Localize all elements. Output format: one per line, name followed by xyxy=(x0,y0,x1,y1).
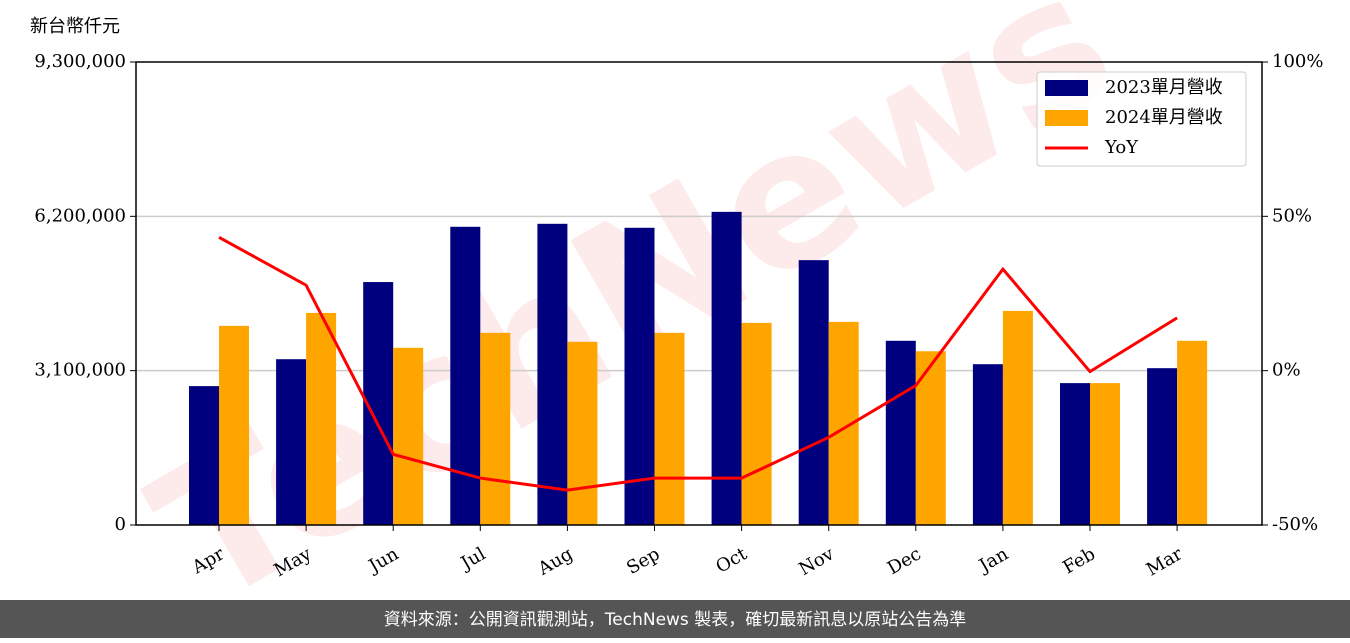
y-axis-label: 新台幣仟元 xyxy=(30,16,120,37)
y-tick-label: 6,200,000 xyxy=(34,205,126,226)
legend-label: 2023單月營收 xyxy=(1105,77,1223,98)
footer-band xyxy=(0,600,1350,638)
legend-swatch xyxy=(1045,80,1088,96)
y-tick-label: 3,100,000 xyxy=(34,360,126,381)
bar xyxy=(972,364,1003,525)
bar xyxy=(537,223,568,525)
x-tick-label: Sep xyxy=(623,543,663,578)
y2-tick-label: 50% xyxy=(1272,205,1312,226)
bar xyxy=(480,332,511,525)
plot-frame xyxy=(135,61,1263,526)
x-tick-label: Jan xyxy=(974,543,1012,577)
bar xyxy=(711,211,742,525)
bar xyxy=(654,332,685,525)
x-tick-label: Jul xyxy=(456,543,490,575)
bar xyxy=(567,341,598,525)
legend-box xyxy=(1036,71,1247,167)
footer: 資料來源：公開資訊觀測站，TechNews 製表，確切最新訊息以原站公告為準 xyxy=(384,610,966,630)
bar xyxy=(393,347,424,525)
legend-swatch xyxy=(1045,110,1088,126)
x-tick-label: Feb xyxy=(1059,543,1099,578)
legend-label: YoY xyxy=(1104,137,1139,158)
bar xyxy=(306,312,337,525)
bar xyxy=(885,340,916,525)
bar xyxy=(1177,340,1208,525)
x-tick-label: Oct xyxy=(712,543,751,578)
x-tick-label: Mar xyxy=(1143,543,1187,580)
bar xyxy=(741,322,772,525)
y2-tick-label: -50% xyxy=(1272,514,1318,535)
y2-tick-label: 100% xyxy=(1272,51,1323,72)
bar xyxy=(276,359,307,525)
x-tick-label: Aug xyxy=(534,543,577,580)
bar xyxy=(219,325,249,525)
x-tick-label: Dec xyxy=(884,543,925,579)
bar xyxy=(189,386,219,525)
bar xyxy=(1090,383,1120,525)
x-tick-label: Nov xyxy=(795,543,838,580)
bar xyxy=(1060,383,1090,525)
bar xyxy=(1002,310,1033,525)
y-tick-label: 0 xyxy=(115,514,126,535)
y-tick-label: 9,300,000 xyxy=(34,51,126,72)
yoy-line xyxy=(218,236,1178,492)
legend-label: 2024單月營收 xyxy=(1105,107,1223,128)
bar xyxy=(1147,368,1178,525)
y2-tick-label: 0% xyxy=(1272,360,1301,381)
bar xyxy=(798,260,829,525)
bar xyxy=(624,227,655,525)
bar xyxy=(450,226,481,525)
